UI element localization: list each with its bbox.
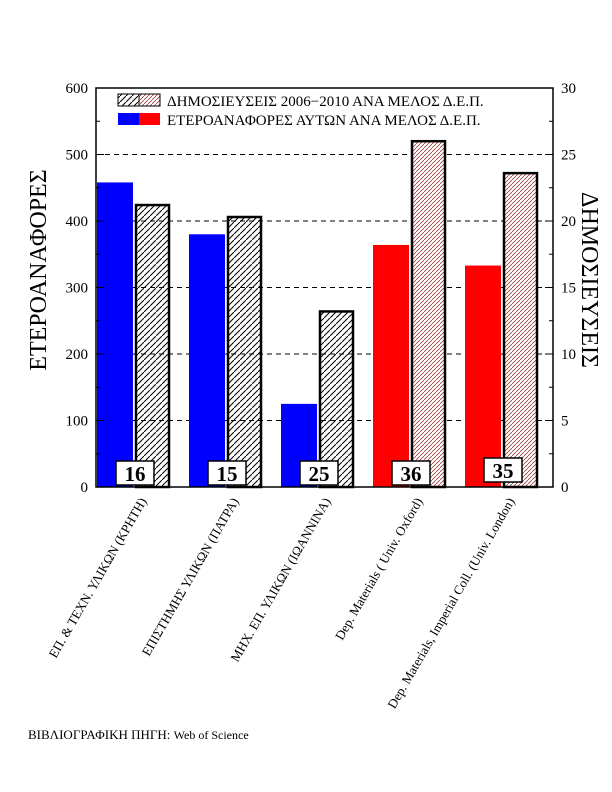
publications-bar: [502, 171, 539, 489]
y2-tick-label: 20: [561, 214, 576, 230]
legend-blue-swatch: [118, 113, 139, 125]
legend-label-publications: ΔΗΜΟΣΙΕΥΣΕΙΣ 2006−2010 ΑΝΑ ΜΕΛΟΣ Δ.Ε.Π.: [167, 94, 484, 110]
publications-bar: [318, 310, 355, 489]
y-tick-label: 200: [66, 347, 89, 363]
x-tick-label: ΕΠΙΣΤΗΜΗΣ ΥΛΙΚΩΝ (ΠΑΤΡΑ): [139, 495, 242, 658]
y-tick-label: 400: [66, 214, 89, 230]
bars: 16 15 25 36 35: [97, 139, 539, 489]
y2-tick-label: 0: [561, 480, 569, 496]
y-tick-label: 0: [81, 480, 89, 496]
x-tick-labels: ΕΠ. & ΤΕΧΝ. ΥΛΙΚΩΝ (ΚΡΗΤΗ)ΕΠΙΣΤΗΜΗΣ ΥΛΙΚ…: [45, 495, 517, 711]
staff-count-label: 25: [309, 462, 330, 486]
x-tick-label: Dep. Materials ( Univ. Oxford): [332, 495, 426, 642]
y-tick-label: 600: [66, 81, 89, 97]
staff-count-box: [483, 457, 523, 483]
y-axis-label-left: ΕΤΕΡΟΑΝΑΦΟΡΕΣ: [26, 169, 52, 370]
legend-red-swatch: [139, 113, 160, 125]
y2-tick-label: 15: [561, 281, 576, 297]
staff-count-box: [299, 460, 339, 486]
x-tick-label: ΕΠ. & ΤΕΧΝ. ΥΛΙΚΩΝ (ΚΡΗΤΗ): [45, 495, 149, 660]
publications-bar: [226, 215, 263, 489]
source-note: ΒΙΒΛΙΟΓΡΑΦΙΚΗ ΠΗΓΗ: Web of Science: [28, 727, 249, 743]
legend: ΔΗΜΟΣΙΕΥΣΕΙΣ 2006−2010 ΑΝΑ ΜΕΛΟΣ Δ.Ε.Π. …: [117, 93, 484, 129]
y-tick-label: 500: [66, 148, 89, 164]
staff-count-box: [391, 460, 431, 486]
publications-bar: [410, 139, 447, 489]
staff-count-label: 36: [401, 462, 422, 486]
staff-count-box: [115, 460, 155, 486]
citations-bar: [189, 234, 225, 487]
staff-count-box: [207, 460, 247, 486]
y-tick-label: 300: [66, 281, 89, 297]
citations-bar: [373, 244, 409, 487]
publications-bar: [134, 203, 171, 489]
x-tick-label: ΜΗΧ. ΕΠ. ΥΛΙΚΩΝ (ΙΩΑΝΝΙΝΑ): [227, 495, 333, 664]
y-axis-label-right: ΔΗΜΟΣΙΕΥΣΕΙΣ: [576, 192, 602, 368]
y2-tick-label: 10: [561, 347, 576, 363]
staff-count-label: 16: [125, 462, 146, 486]
legend-label-citations: ΕΤΕΡΟΑΝΑΦΟΡΕΣ ΑΥΤΩΝ ΑΝΑ ΜΕΛΟΣ Δ.Ε.Π.: [167, 113, 481, 129]
citations-bar: [465, 265, 501, 487]
y2-tick-label: 5: [561, 414, 569, 430]
source-value: Web of Science: [173, 728, 249, 742]
y2-tick-label: 25: [561, 148, 576, 164]
legend-hatch-swatch-black: [117, 93, 140, 107]
y-tick-label: 100: [66, 414, 89, 430]
source-label: ΒΙΒΛΙΟΓΡΑΦΙΚΗ ΠΗΓΗ:: [28, 727, 171, 742]
legend-hatch-swatch-red: [138, 93, 161, 107]
staff-count-label: 35: [493, 459, 514, 483]
y2-tick-label: 30: [561, 81, 576, 97]
staff-count-label: 15: [217, 462, 238, 486]
citations-bar: [97, 182, 133, 487]
axes: 0 100 200 300 400 500 600 0 5 10 15 20 25 30: [66, 81, 577, 496]
